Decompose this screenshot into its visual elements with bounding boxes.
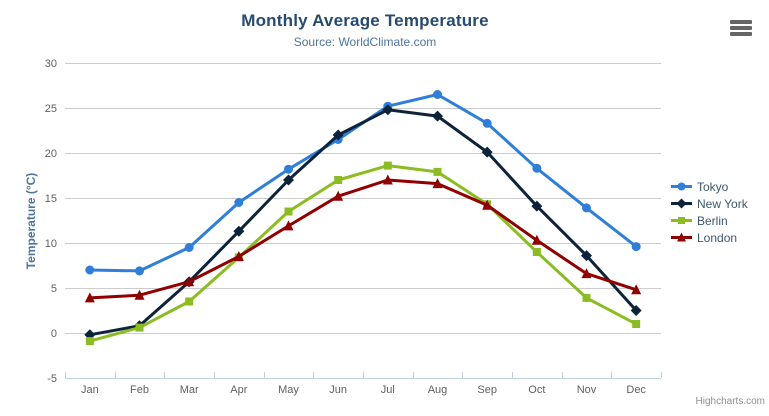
data-point[interactable]	[184, 276, 195, 287]
legend-item-london[interactable]: London	[671, 229, 748, 246]
data-point[interactable]	[135, 323, 144, 332]
legend-marker-icon	[671, 217, 692, 224]
legend-item-tokyo[interactable]: Tokyo	[671, 178, 748, 195]
x-axis-label: Feb	[130, 384, 149, 396]
y-axis-label: 15	[45, 193, 57, 205]
x-axis-label: Jan	[81, 384, 99, 396]
y-axis-label: 25	[45, 103, 57, 115]
y-axis-label: 30	[45, 58, 57, 70]
data-point[interactable]	[84, 292, 95, 303]
series-line-berlin[interactable]	[88, 164, 638, 343]
data-point[interactable]	[234, 198, 244, 207]
data-point[interactable]	[630, 305, 642, 316]
data-point[interactable]	[85, 337, 94, 346]
data-point[interactable]	[432, 110, 443, 122]
data-point[interactable]	[134, 289, 145, 300]
legend-label: Berlin	[697, 213, 728, 228]
data-point[interactable]	[631, 284, 642, 295]
data-point[interactable]	[532, 248, 541, 256]
y-axis-label: 20	[45, 148, 57, 160]
hamburger-icon	[730, 20, 752, 24]
y-axis-label: -5	[47, 373, 57, 385]
data-point[interactable]	[677, 232, 686, 242]
data-point[interactable]	[85, 265, 95, 275]
legend-marker-icon	[671, 232, 692, 242]
export-menu-button[interactable]	[730, 20, 752, 37]
hamburger-icon	[730, 32, 752, 36]
x-axis-label: Mar	[180, 384, 199, 396]
legend-marker-icon	[671, 198, 692, 209]
chart-title: Monthly Average Temperature	[241, 11, 489, 30]
x-axis-label: Jul	[381, 384, 395, 396]
y-axis-label: 5	[51, 283, 57, 295]
data-point[interactable]	[284, 164, 293, 174]
data-point[interactable]	[283, 220, 294, 231]
chart-subtitle: Source: WorldClimate.com	[293, 35, 437, 49]
legend-marker-icon	[671, 182, 692, 191]
data-point[interactable]	[581, 250, 592, 262]
data-point[interactable]	[233, 225, 245, 237]
data-point[interactable]	[482, 199, 493, 210]
x-axis-label: Dec	[626, 384, 646, 396]
data-point[interactable]	[184, 243, 194, 252]
data-point[interactable]	[582, 203, 591, 213]
series-new-york	[84, 104, 642, 341]
data-point[interactable]	[532, 163, 542, 173]
x-axis-label: Oct	[528, 384, 545, 396]
data-point[interactable]	[632, 320, 641, 328]
data-point[interactable]	[531, 234, 542, 245]
data-point[interactable]	[676, 198, 687, 209]
data-point[interactable]	[433, 167, 442, 176]
data-point[interactable]	[185, 297, 194, 306]
legend-label: Tokyo	[697, 179, 729, 194]
series-tokyo	[85, 90, 641, 276]
legend-label: New York	[697, 196, 748, 211]
x-axis-label: Nov	[577, 384, 597, 396]
legend-item-new-york[interactable]: New York	[671, 195, 748, 212]
data-point[interactable]	[382, 104, 394, 116]
data-point[interactable]	[581, 268, 592, 279]
x-axis-label: Apr	[230, 384, 247, 396]
y-axis-label: 10	[45, 238, 57, 250]
data-point[interactable]	[631, 242, 641, 252]
data-point[interactable]	[332, 129, 344, 141]
series-line-london[interactable]	[88, 178, 638, 300]
x-axis-label: Jun	[329, 384, 347, 396]
data-point[interactable]	[677, 182, 686, 191]
legend-label: London	[697, 230, 738, 245]
data-point[interactable]	[433, 90, 442, 99]
data-point[interactable]	[284, 207, 293, 216]
x-axis-label: May	[278, 384, 299, 396]
x-axis-label: Aug	[428, 384, 448, 396]
data-point[interactable]	[283, 174, 294, 186]
legend: Tokyo New York Berlin London	[671, 178, 748, 246]
data-point[interactable]	[135, 266, 144, 276]
data-point[interactable]	[531, 200, 543, 212]
data-point[interactable]	[334, 176, 343, 184]
data-point[interactable]	[482, 118, 492, 128]
data-point[interactable]	[233, 251, 244, 261]
data-point[interactable]	[382, 174, 393, 185]
data-point[interactable]	[383, 161, 392, 170]
data-point[interactable]	[432, 178, 443, 189]
y-axis-label: 0	[51, 328, 57, 340]
credits-link[interactable]: Highcharts.com	[695, 396, 765, 407]
data-point[interactable]	[481, 146, 493, 158]
hamburger-icon	[730, 26, 752, 30]
x-axis-label: Sep	[477, 384, 497, 396]
data-point[interactable]	[333, 190, 344, 201]
series-london	[84, 174, 642, 303]
data-point[interactable]	[582, 293, 591, 302]
legend-item-berlin[interactable]: Berlin	[671, 212, 748, 229]
series-line-new-york[interactable]	[88, 108, 638, 337]
data-point[interactable]	[678, 217, 685, 224]
